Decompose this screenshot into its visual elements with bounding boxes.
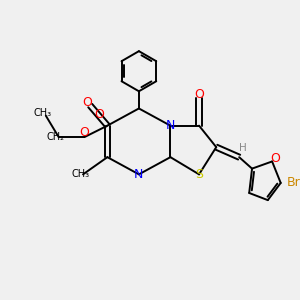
Text: S: S xyxy=(195,168,203,181)
Text: O: O xyxy=(271,152,281,164)
Text: N: N xyxy=(134,168,144,181)
Text: O: O xyxy=(82,96,92,109)
Text: CH₂: CH₂ xyxy=(47,132,65,142)
Text: CH₃: CH₃ xyxy=(71,169,89,179)
Text: O: O xyxy=(194,88,204,101)
Text: O: O xyxy=(94,108,104,121)
Text: N: N xyxy=(166,119,175,132)
Text: H: H xyxy=(239,143,247,153)
Text: Br: Br xyxy=(287,176,300,189)
Text: CH₃: CH₃ xyxy=(34,108,52,118)
Text: O: O xyxy=(80,126,89,139)
